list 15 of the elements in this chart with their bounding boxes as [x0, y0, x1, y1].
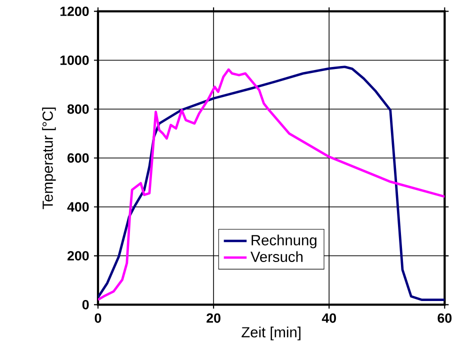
legend-label: Versuch [250, 251, 303, 262]
x-tick-label: 0 [94, 313, 102, 323]
y-tick-label: 400 [67, 202, 89, 212]
y-tick-label: 0 [82, 300, 89, 310]
y-tick-label: 1200 [60, 6, 89, 16]
y-axis-title: Temperatur [°C] [42, 108, 56, 210]
x-tick-label: 60 [438, 313, 452, 323]
x-tick-label: 20 [206, 313, 220, 323]
y-tick-label: 800 [67, 104, 89, 114]
x-tick-label: 40 [322, 313, 336, 323]
legend-label: Rechnung [252, 234, 316, 248]
x-axis-title: Zeit [min] [242, 326, 300, 340]
y-tick-label: 200 [68, 251, 89, 260]
y-tick-label: 600 [68, 153, 89, 163]
y-tick-label: 1000 [60, 56, 89, 65]
